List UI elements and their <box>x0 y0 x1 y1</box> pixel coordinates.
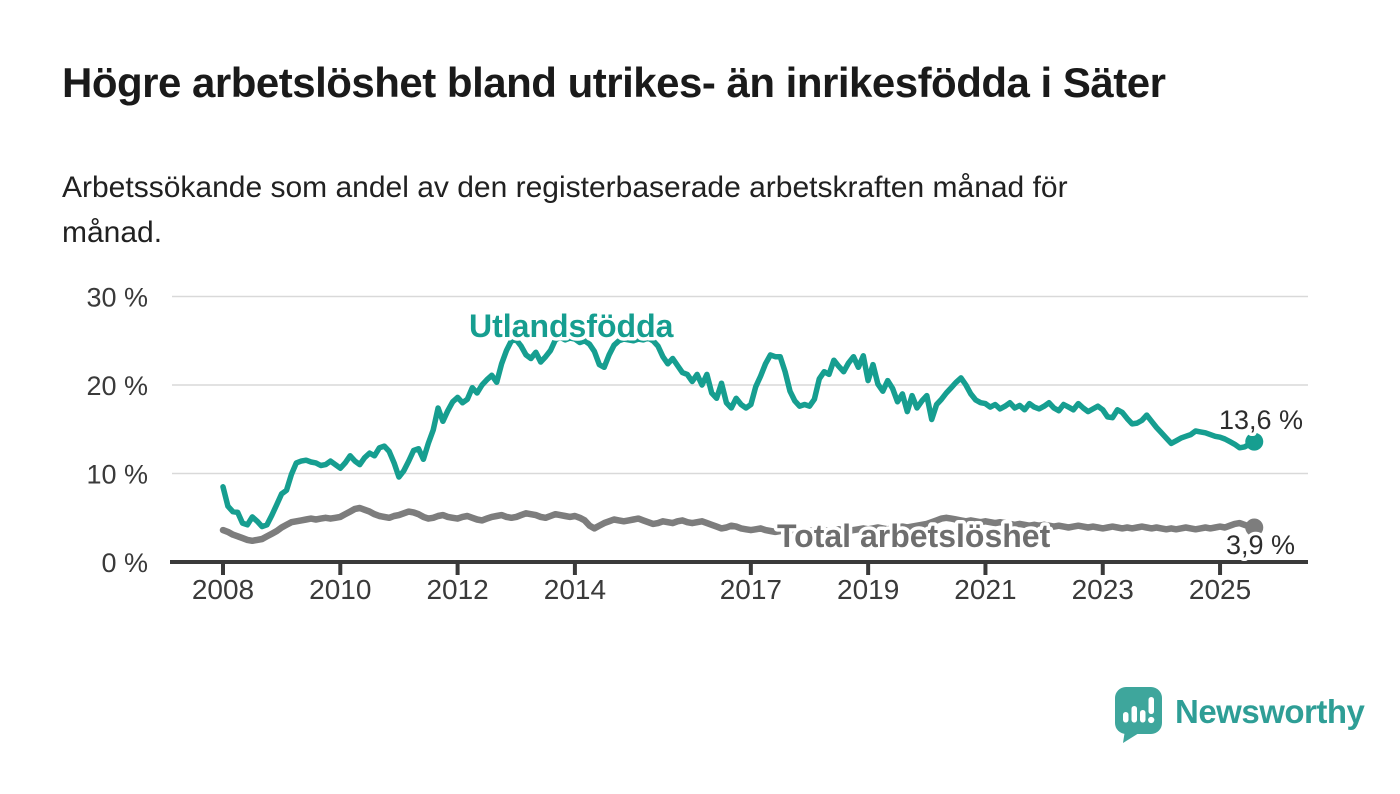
x-tick-label: 2021 <box>954 574 1016 605</box>
series-line-total <box>219 504 1258 545</box>
bar-chart-speech-bubble-icon <box>1115 687 1162 743</box>
x-tick-label: 2014 <box>544 574 606 605</box>
y-tick-label: 30 % <box>86 283 148 313</box>
x-tick-label: 2017 <box>720 574 782 605</box>
x-tick-label: 2025 <box>1189 574 1251 605</box>
y-tick-label: 10 % <box>86 460 148 490</box>
series-end-dot-total <box>1245 518 1264 537</box>
series-line-utlandsfodda <box>220 334 1258 530</box>
series-label: Total arbetslöshet <box>777 518 1051 554</box>
series-label: Utlandsfödda <box>469 308 674 344</box>
newsworthy-logo: Newsworthy <box>1112 685 1365 743</box>
chart-subtitle: Arbetssökande som andel av den registerb… <box>62 165 1302 255</box>
x-tick-label: 2023 <box>1072 574 1134 605</box>
y-tick-label: 20 % <box>86 371 148 401</box>
x-tick-label: 2008 <box>192 574 254 605</box>
series-end-dot-utlandsfodda <box>1245 432 1264 451</box>
end-value-label: 13,6 % <box>1219 405 1303 435</box>
page-title: Högre arbetslöshet bland utrikes- än inr… <box>62 59 1166 106</box>
y-tick-label: 0 % <box>101 548 148 578</box>
brand-name: Newsworthy <box>1175 693 1365 730</box>
x-tick-label: 2010 <box>309 574 371 605</box>
chart-subtitle-line-1: Arbetssökande som andel av den registerb… <box>62 171 1068 204</box>
x-tick-label: 2019 <box>837 574 899 605</box>
x-tick-label: 2012 <box>426 574 488 605</box>
end-value-label: 3,9 % <box>1226 530 1295 560</box>
chart-subtitle-line-2: månad. <box>62 216 163 249</box>
